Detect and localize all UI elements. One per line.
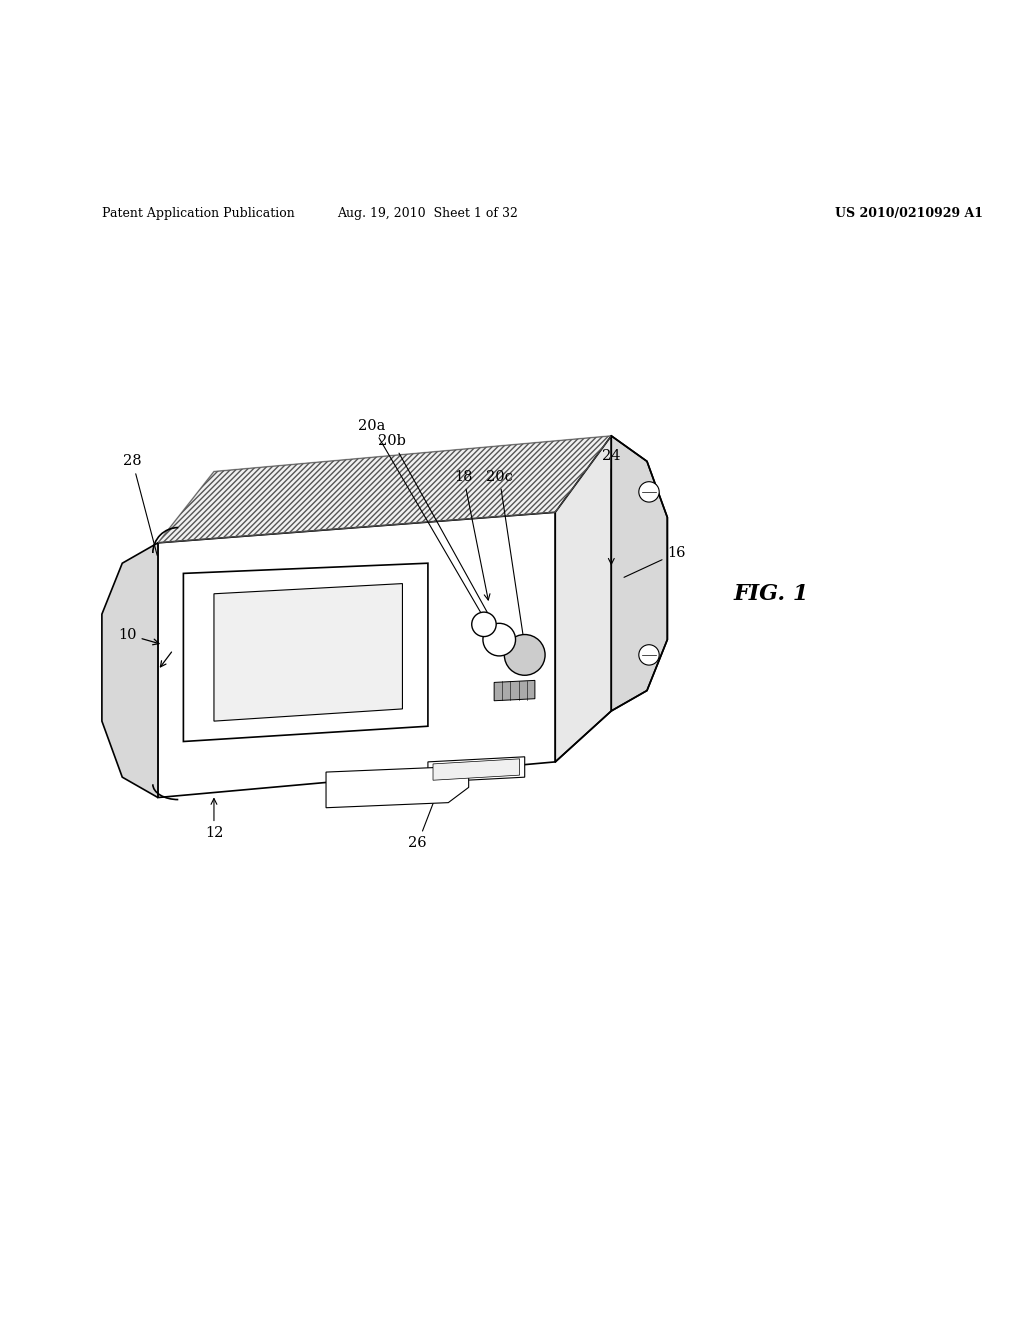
Polygon shape [495, 680, 535, 701]
Polygon shape [326, 767, 469, 808]
Polygon shape [214, 583, 402, 721]
Polygon shape [555, 436, 611, 762]
Polygon shape [101, 543, 158, 797]
Text: FIG. 1: FIG. 1 [733, 582, 809, 605]
Text: 10: 10 [118, 627, 159, 644]
Text: 18: 18 [455, 470, 489, 601]
Circle shape [639, 644, 659, 665]
Polygon shape [433, 759, 519, 780]
Polygon shape [183, 564, 428, 742]
Text: 16: 16 [624, 546, 686, 577]
Text: 20c: 20c [485, 470, 527, 649]
Circle shape [505, 635, 545, 676]
Text: 26: 26 [409, 781, 442, 850]
Text: 20a: 20a [358, 418, 485, 620]
Circle shape [472, 612, 497, 636]
Text: 14: 14 [210, 648, 283, 661]
Polygon shape [611, 436, 668, 711]
Text: Aug. 19, 2010  Sheet 1 of 32: Aug. 19, 2010 Sheet 1 of 32 [338, 207, 518, 219]
Polygon shape [158, 512, 555, 797]
Circle shape [639, 482, 659, 502]
Text: 20b: 20b [378, 434, 500, 634]
Polygon shape [428, 756, 524, 783]
Polygon shape [158, 436, 611, 543]
Text: 24: 24 [602, 449, 621, 564]
Text: 28: 28 [123, 454, 158, 556]
Text: US 2010/0210929 A1: US 2010/0210929 A1 [836, 207, 983, 219]
Text: 12: 12 [205, 799, 223, 841]
Circle shape [483, 623, 515, 656]
Text: Patent Application Publication: Patent Application Publication [101, 207, 295, 219]
